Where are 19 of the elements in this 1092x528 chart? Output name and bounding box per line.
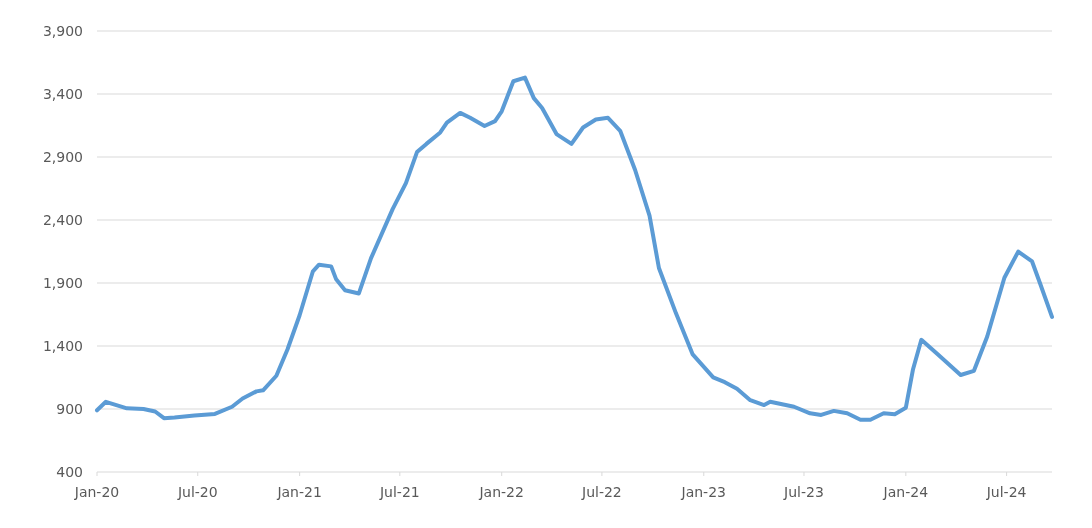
y-tick-label: 1,900 <box>42 274 83 291</box>
x-tick-label: Jan-22 <box>478 484 524 500</box>
line-series <box>95 75 1054 422</box>
y-tick-label: 400 <box>56 463 83 480</box>
y-tick-label: 3,900 <box>42 22 83 39</box>
y-tick-label: 2,900 <box>42 148 83 165</box>
y-tick-label: 900 <box>56 400 83 417</box>
y-tick-label: 1,400 <box>42 337 83 354</box>
y-tick-label: 3,400 <box>42 85 83 102</box>
x-tick-label: Jul-22 <box>581 484 622 500</box>
x-tick-label: Jan-21 <box>276 484 322 500</box>
x-tick-label: Jul-20 <box>176 484 218 500</box>
x-tick-label: Jan-23 <box>680 484 726 500</box>
x-tick-label: Jan-20 <box>73 484 120 500</box>
x-tick-label: Jul-24 <box>985 484 1027 500</box>
x-tick-label: Jul-21 <box>378 484 420 500</box>
x-tick-label: Jul-23 <box>783 484 824 500</box>
x-tick-label: Jan-24 <box>882 484 929 500</box>
y-tick-label: 2,400 <box>42 211 83 228</box>
